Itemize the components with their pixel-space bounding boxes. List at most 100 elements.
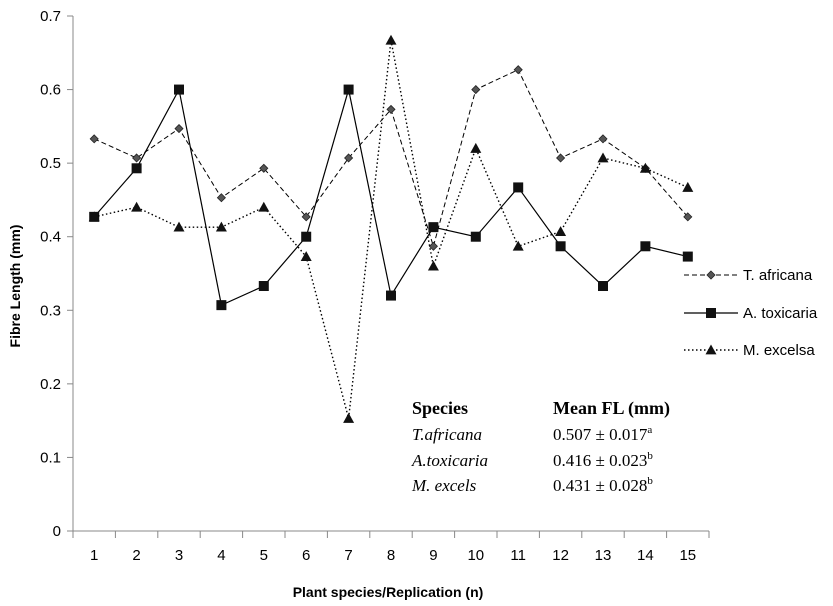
data-point	[216, 193, 226, 203]
data-point	[555, 241, 566, 252]
x-tick-label: 2	[132, 547, 140, 564]
y-tick-label: 0.7	[40, 8, 61, 25]
table-header-species: Species	[412, 398, 468, 418]
data-point	[639, 162, 651, 173]
x-tick-label: 8	[387, 547, 395, 564]
x-tick-label: 10	[467, 547, 484, 564]
y-tick-label: 0.6	[40, 82, 61, 99]
data-point	[555, 226, 567, 236]
x-tick-label: 4	[217, 547, 225, 564]
x-tick-label: 9	[429, 547, 437, 564]
y-tick-label: 0.1	[40, 449, 61, 466]
legend-entry: T. africana	[684, 267, 813, 284]
data-point	[344, 153, 354, 163]
data-point	[427, 260, 439, 271]
x-axis-title: Plant species/Replication (n)	[293, 584, 484, 600]
data-point	[215, 221, 227, 232]
data-point	[301, 212, 311, 222]
data-point	[428, 222, 439, 233]
legend-label: M. excelsa	[743, 342, 815, 359]
data-point	[258, 201, 270, 212]
data-point	[428, 241, 438, 251]
x-tick-label: 1	[90, 547, 98, 564]
table-mean-superscript: a	[647, 424, 652, 436]
legend-marker	[705, 344, 717, 355]
data-point	[683, 212, 693, 222]
series-layer	[88, 34, 694, 423]
table-mean: 0.416 ± 0.023b	[553, 450, 653, 470]
data-point	[512, 240, 524, 251]
y-tick-label: 0.3	[40, 302, 61, 319]
y-tick-label: 0	[53, 523, 61, 540]
y-tick-label: 0.5	[40, 155, 61, 172]
data-point	[471, 85, 481, 95]
data-point	[470, 142, 482, 153]
data-point	[682, 251, 693, 262]
mean-fl-table: Species Mean FL (mm) T.africana 0.507 ± 0…	[411, 398, 670, 495]
data-point	[556, 153, 566, 163]
table-mean-superscript: b	[647, 475, 653, 487]
data-point	[470, 231, 481, 242]
x-tick-label: 3	[175, 547, 183, 564]
x-tick-label: 12	[552, 547, 569, 564]
x-tick-label: 6	[302, 547, 310, 564]
legend-marker	[706, 270, 716, 280]
data-point	[682, 181, 694, 192]
table-mean-value: 0.431 ± 0.028	[553, 476, 647, 495]
table-rows: T.africana 0.507 ± 0.017a A.toxicaria 0.416…	[411, 424, 653, 495]
legend: T. africana A. toxicaria M. excelsa	[684, 267, 818, 359]
table-mean-superscript: b	[647, 450, 653, 462]
data-point	[300, 251, 312, 261]
data-point	[88, 211, 100, 222]
data-point	[386, 290, 396, 301]
table-species: T.africana	[412, 425, 482, 444]
legend-label: A. toxicaria	[743, 305, 818, 322]
data-point	[301, 231, 312, 242]
data-point	[343, 84, 354, 95]
series-t-africana	[89, 65, 693, 251]
x-tick-label: 7	[344, 547, 352, 564]
data-point	[216, 300, 227, 311]
data-point	[385, 34, 397, 45]
table-mean-value: 0.507 ± 0.017	[553, 425, 648, 444]
legend-entry: M. excelsa	[684, 342, 815, 359]
data-point	[513, 65, 523, 75]
x-tick-label: 14	[637, 547, 654, 564]
table-mean: 0.431 ± 0.028b	[553, 475, 653, 495]
series-a-toxicaria	[89, 84, 693, 311]
data-point	[174, 84, 184, 95]
data-point	[513, 182, 524, 193]
data-point	[132, 153, 142, 163]
legend-entry: A. toxicaria	[684, 305, 818, 322]
x-tick-label: 15	[679, 547, 696, 564]
data-point	[597, 152, 609, 163]
table-row: M. excels 0.431 ± 0.028b	[411, 475, 653, 495]
table-row: T.africana 0.507 ± 0.017a	[412, 424, 652, 444]
table-mean: 0.507 ± 0.017a	[553, 424, 652, 444]
x-tick-label: 11	[510, 547, 526, 564]
data-point	[174, 123, 184, 134]
x-tick-label: 5	[260, 547, 268, 564]
data-point	[598, 281, 608, 292]
data-point	[89, 134, 99, 144]
series-m-excelsa	[88, 34, 694, 423]
y-axis-title: Fibre Length (mm)	[7, 225, 23, 348]
data-point	[131, 163, 142, 174]
data-point	[131, 201, 143, 212]
table-species: A.toxicaria	[411, 451, 488, 470]
x-axis: 1 2 3 4 5 6 7 8 9 10 11 12 13 14 15	[72, 530, 710, 564]
data-point	[343, 412, 355, 423]
table-header-mean: Mean FL (mm)	[553, 398, 670, 419]
data-point	[173, 221, 185, 232]
table-mean-value: 0.416 ± 0.023	[553, 451, 647, 470]
y-axis: 0 0.1 0.2 0.3 0.4 0.5 0.6 0.7	[40, 8, 74, 540]
table-row: A.toxicaria 0.416 ± 0.023b	[411, 450, 653, 470]
data-point	[259, 163, 269, 173]
data-point	[258, 281, 269, 292]
legend-label: T. africana	[743, 267, 813, 284]
y-tick-label: 0.4	[40, 229, 61, 246]
data-point	[598, 134, 608, 144]
table-species: M. excels	[411, 476, 477, 495]
data-point	[386, 104, 396, 115]
